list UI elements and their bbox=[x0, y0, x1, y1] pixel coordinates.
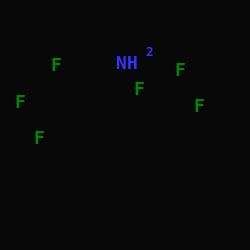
Text: 2: 2 bbox=[145, 46, 152, 59]
Text: F: F bbox=[174, 62, 186, 80]
Text: F: F bbox=[33, 130, 44, 148]
Text: F: F bbox=[51, 57, 62, 75]
Text: F: F bbox=[193, 98, 204, 116]
Text: F: F bbox=[133, 81, 144, 99]
Text: F: F bbox=[14, 94, 25, 112]
Text: NH: NH bbox=[116, 55, 138, 73]
